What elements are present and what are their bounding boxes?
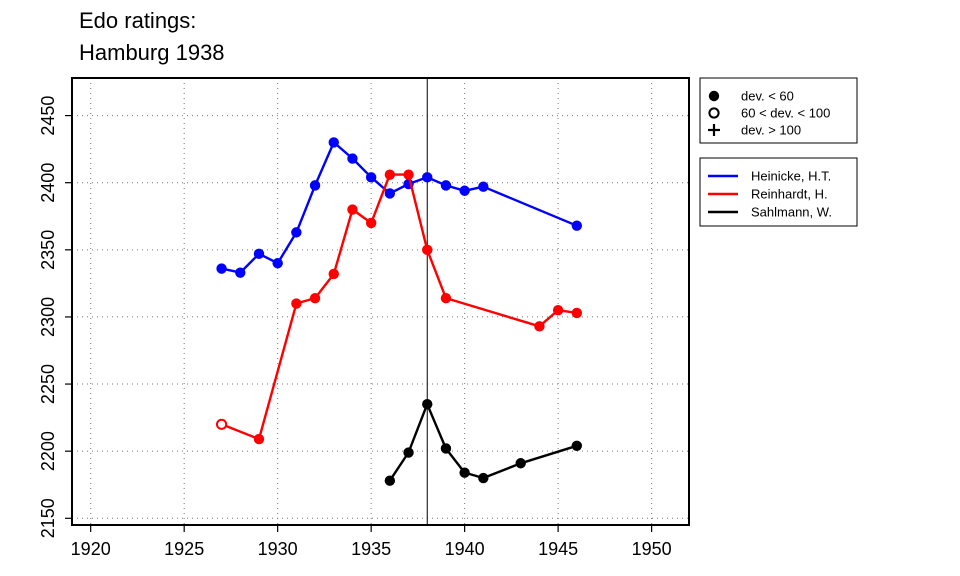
data-point: [459, 185, 470, 196]
data-point: [235, 267, 246, 278]
series-legend-box: [699, 157, 858, 227]
data-point: [571, 220, 583, 231]
y-tick-label: 2300: [38, 297, 58, 337]
data-point: [216, 263, 227, 274]
x-tick-label: 1945: [538, 539, 578, 559]
series-legend: Heinicke, H.T. Reinhardt, H. Sahlmann, W.: [699, 157, 858, 227]
x-tick-label: 1925: [164, 539, 204, 559]
y-axis: 2150 2200 2250 2300 2350 2400 2450: [38, 96, 72, 538]
data-point: [440, 292, 452, 304]
series-0: [216, 137, 583, 278]
data-point: [253, 433, 265, 445]
y-tick-label: 2450: [38, 96, 58, 136]
data-point: [534, 321, 545, 332]
y-tick-label: 2400: [38, 163, 58, 203]
data-point: [253, 248, 265, 260]
grid: [72, 78, 689, 525]
x-tick-label: 1940: [445, 539, 485, 559]
data-point: [309, 180, 321, 191]
y-tick-label: 2250: [38, 364, 58, 404]
legend-symbol: [708, 90, 720, 102]
marker-legend-label: dev. < 60: [741, 89, 794, 104]
series-2: [384, 398, 583, 486]
data-point: [384, 475, 396, 486]
data-point: [347, 204, 358, 215]
data-point: [384, 188, 396, 199]
data-point: [440, 443, 452, 454]
data-point: [272, 258, 283, 269]
x-tick-label: 1930: [258, 539, 298, 559]
series-line: [221, 173, 577, 441]
series-1: [215, 169, 583, 445]
data-point: [422, 172, 433, 183]
data-point: [422, 398, 433, 410]
data-point: [328, 137, 339, 148]
data-point: [347, 153, 358, 164]
data-point: [403, 447, 414, 458]
data-point: [478, 181, 489, 192]
series-group: [215, 137, 583, 486]
data-point: [478, 472, 489, 484]
data-point: [403, 169, 414, 180]
plot-frame: [71, 77, 690, 526]
data-point: [291, 227, 302, 238]
x-tick-label: 1920: [71, 539, 111, 559]
series-legend-label: Heinicke, H.T.: [751, 169, 831, 184]
data-point: [291, 298, 302, 309]
data-point: [365, 172, 377, 183]
legend-symbol: [708, 107, 720, 119]
series-legend-label: Reinhardt, H.: [751, 187, 828, 202]
y-tick-label: 2200: [38, 431, 58, 471]
x-tick-label: 1950: [632, 539, 672, 559]
data-point: [459, 467, 470, 478]
chart-title-line-1: Edo ratings:: [79, 8, 197, 33]
series-line: [388, 403, 578, 482]
data-point: [215, 418, 228, 430]
data-point: [552, 305, 564, 316]
marker-legend-label: 60 < dev. < 100: [741, 106, 830, 121]
y-tick-label: 2350: [38, 230, 58, 270]
series-line: [221, 141, 578, 274]
data-point: [365, 217, 377, 229]
data-point: [440, 180, 452, 191]
data-point: [515, 458, 526, 469]
marker-legend-box: [699, 77, 858, 144]
marker-legend: dev. < 60 60 < dev. < 100 dev. > 100: [699, 77, 858, 144]
x-tick-label: 1935: [351, 539, 391, 559]
y-tick-label: 2150: [38, 498, 58, 538]
data-point: [422, 244, 433, 256]
legend-symbol: [708, 124, 720, 136]
marker-legend-label: dev. > 100: [741, 123, 801, 138]
data-point: [328, 268, 339, 280]
x-axis: 1920 1925 1930 1935 1940 1945 1950: [71, 525, 672, 559]
chart-title-line-2: Hamburg 1938: [79, 40, 225, 65]
series-legend-label: Sahlmann, W.: [751, 205, 832, 220]
data-point: [309, 292, 321, 304]
data-point: [571, 307, 583, 319]
data-point: [571, 440, 583, 452]
data-point: [384, 169, 396, 180]
